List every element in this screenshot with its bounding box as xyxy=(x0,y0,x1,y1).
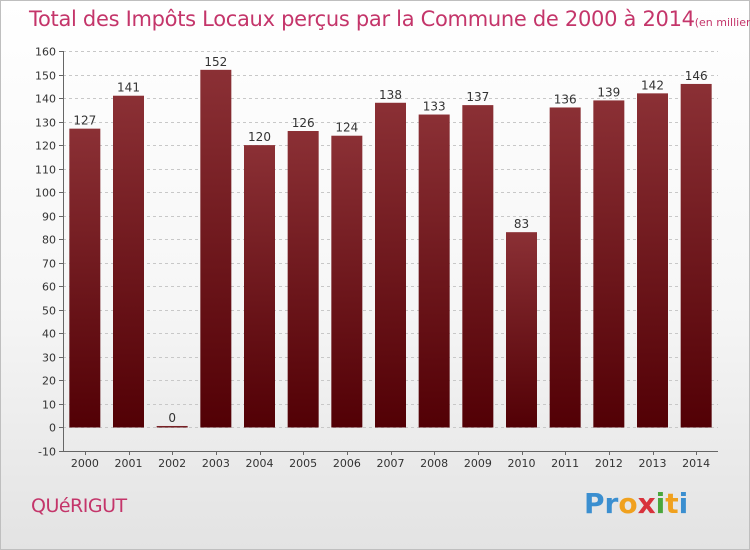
logo-letter: P xyxy=(584,487,605,520)
y-tick-label: 120 xyxy=(35,140,56,153)
bar-2010[interactable] xyxy=(506,232,537,428)
y-tick-label: 50 xyxy=(42,305,56,318)
y-tick-label: 140 xyxy=(35,93,56,106)
data-label-2014: 146 xyxy=(685,69,708,83)
data-label-2011: 136 xyxy=(554,92,577,106)
chart-title-block: Total des Impôts Locaux perçus par la Co… xyxy=(29,7,750,31)
y-tick-label: -10 xyxy=(38,446,56,459)
data-label-2004: 120 xyxy=(248,130,271,144)
x-tick-label-2007: 2007 xyxy=(377,457,405,470)
bar-2008[interactable] xyxy=(418,114,450,428)
bar-2000[interactable] xyxy=(69,128,101,428)
logo-letter: o xyxy=(618,487,638,520)
y-tick-label: 110 xyxy=(35,164,56,177)
bar-2006[interactable] xyxy=(331,135,363,428)
y-tick-label: 160 xyxy=(35,46,56,59)
bar-2007[interactable] xyxy=(375,102,406,428)
y-tick-label: 30 xyxy=(42,352,56,365)
data-label-2000: 127 xyxy=(73,114,96,128)
logo-letter: x xyxy=(637,487,656,520)
data-label-2008: 133 xyxy=(423,100,446,114)
bar-2011[interactable] xyxy=(549,107,581,428)
bar-2002[interactable] xyxy=(156,425,188,428)
chart-subtitle: (en milliers d'€) xyxy=(694,16,750,29)
y-tick-label: 20 xyxy=(42,375,56,388)
logo-letter: i xyxy=(655,487,666,520)
logo-letter: t xyxy=(665,487,679,520)
y-tick-label: 100 xyxy=(35,187,56,200)
bar-2001[interactable] xyxy=(113,95,144,428)
bar-2013[interactable] xyxy=(637,93,668,428)
bar-2005[interactable] xyxy=(287,131,319,428)
y-tick-label: 70 xyxy=(42,258,56,271)
logo-letter: i xyxy=(678,487,689,520)
y-tick-label: 80 xyxy=(42,234,56,247)
chart-title: Total des Impôts Locaux perçus par la Co… xyxy=(29,7,695,31)
x-tick-label-2010: 2010 xyxy=(508,457,536,470)
bar-2014[interactable] xyxy=(680,83,712,428)
x-tick-label-2013: 2013 xyxy=(639,457,667,470)
y-tick-label: 60 xyxy=(42,281,56,294)
x-tick-label-2014: 2014 xyxy=(682,457,710,470)
x-tick-label-2009: 2009 xyxy=(464,457,492,470)
x-tick-label-2012: 2012 xyxy=(595,457,623,470)
data-label-2003: 152 xyxy=(204,55,227,69)
data-label-2001: 141 xyxy=(117,81,140,95)
data-label-2005: 126 xyxy=(292,116,315,130)
logo-letter: r xyxy=(604,487,619,520)
data-label-2006: 124 xyxy=(335,121,358,135)
x-tick-label-2000: 2000 xyxy=(71,457,99,470)
y-tick-label: 90 xyxy=(42,211,56,224)
proxiti-logo[interactable]: Proxiti xyxy=(584,487,688,520)
data-label-2010: 83 xyxy=(514,217,529,231)
bar-2012[interactable] xyxy=(593,100,625,428)
x-tick-label-2011: 2011 xyxy=(551,457,579,470)
data-label-2002: 0 xyxy=(168,411,176,425)
bar-2009[interactable] xyxy=(462,105,494,428)
y-tick-label: 40 xyxy=(42,328,56,341)
x-tick-label-2006: 2006 xyxy=(333,457,361,470)
x-tick-label-2001: 2001 xyxy=(115,457,143,470)
x-tick-label-2002: 2002 xyxy=(158,457,186,470)
bar-2003[interactable] xyxy=(200,69,232,428)
x-tick-label-2005: 2005 xyxy=(289,457,317,470)
y-tick-label: 130 xyxy=(35,117,56,130)
bar-2004[interactable] xyxy=(244,145,275,428)
x-tick-label-2008: 2008 xyxy=(420,457,448,470)
y-tick-label: 150 xyxy=(35,70,56,83)
x-tick-label-2004: 2004 xyxy=(246,457,274,470)
data-label-2007: 138 xyxy=(379,88,402,102)
y-tick-label: 10 xyxy=(42,399,56,412)
x-tick-label-2003: 2003 xyxy=(202,457,230,470)
data-label-2012: 139 xyxy=(597,85,620,99)
data-label-2013: 142 xyxy=(641,78,664,92)
commune-name: QUéRIGUT xyxy=(31,495,127,517)
data-label-2009: 137 xyxy=(466,90,489,104)
y-tick-label: 0 xyxy=(49,422,56,435)
